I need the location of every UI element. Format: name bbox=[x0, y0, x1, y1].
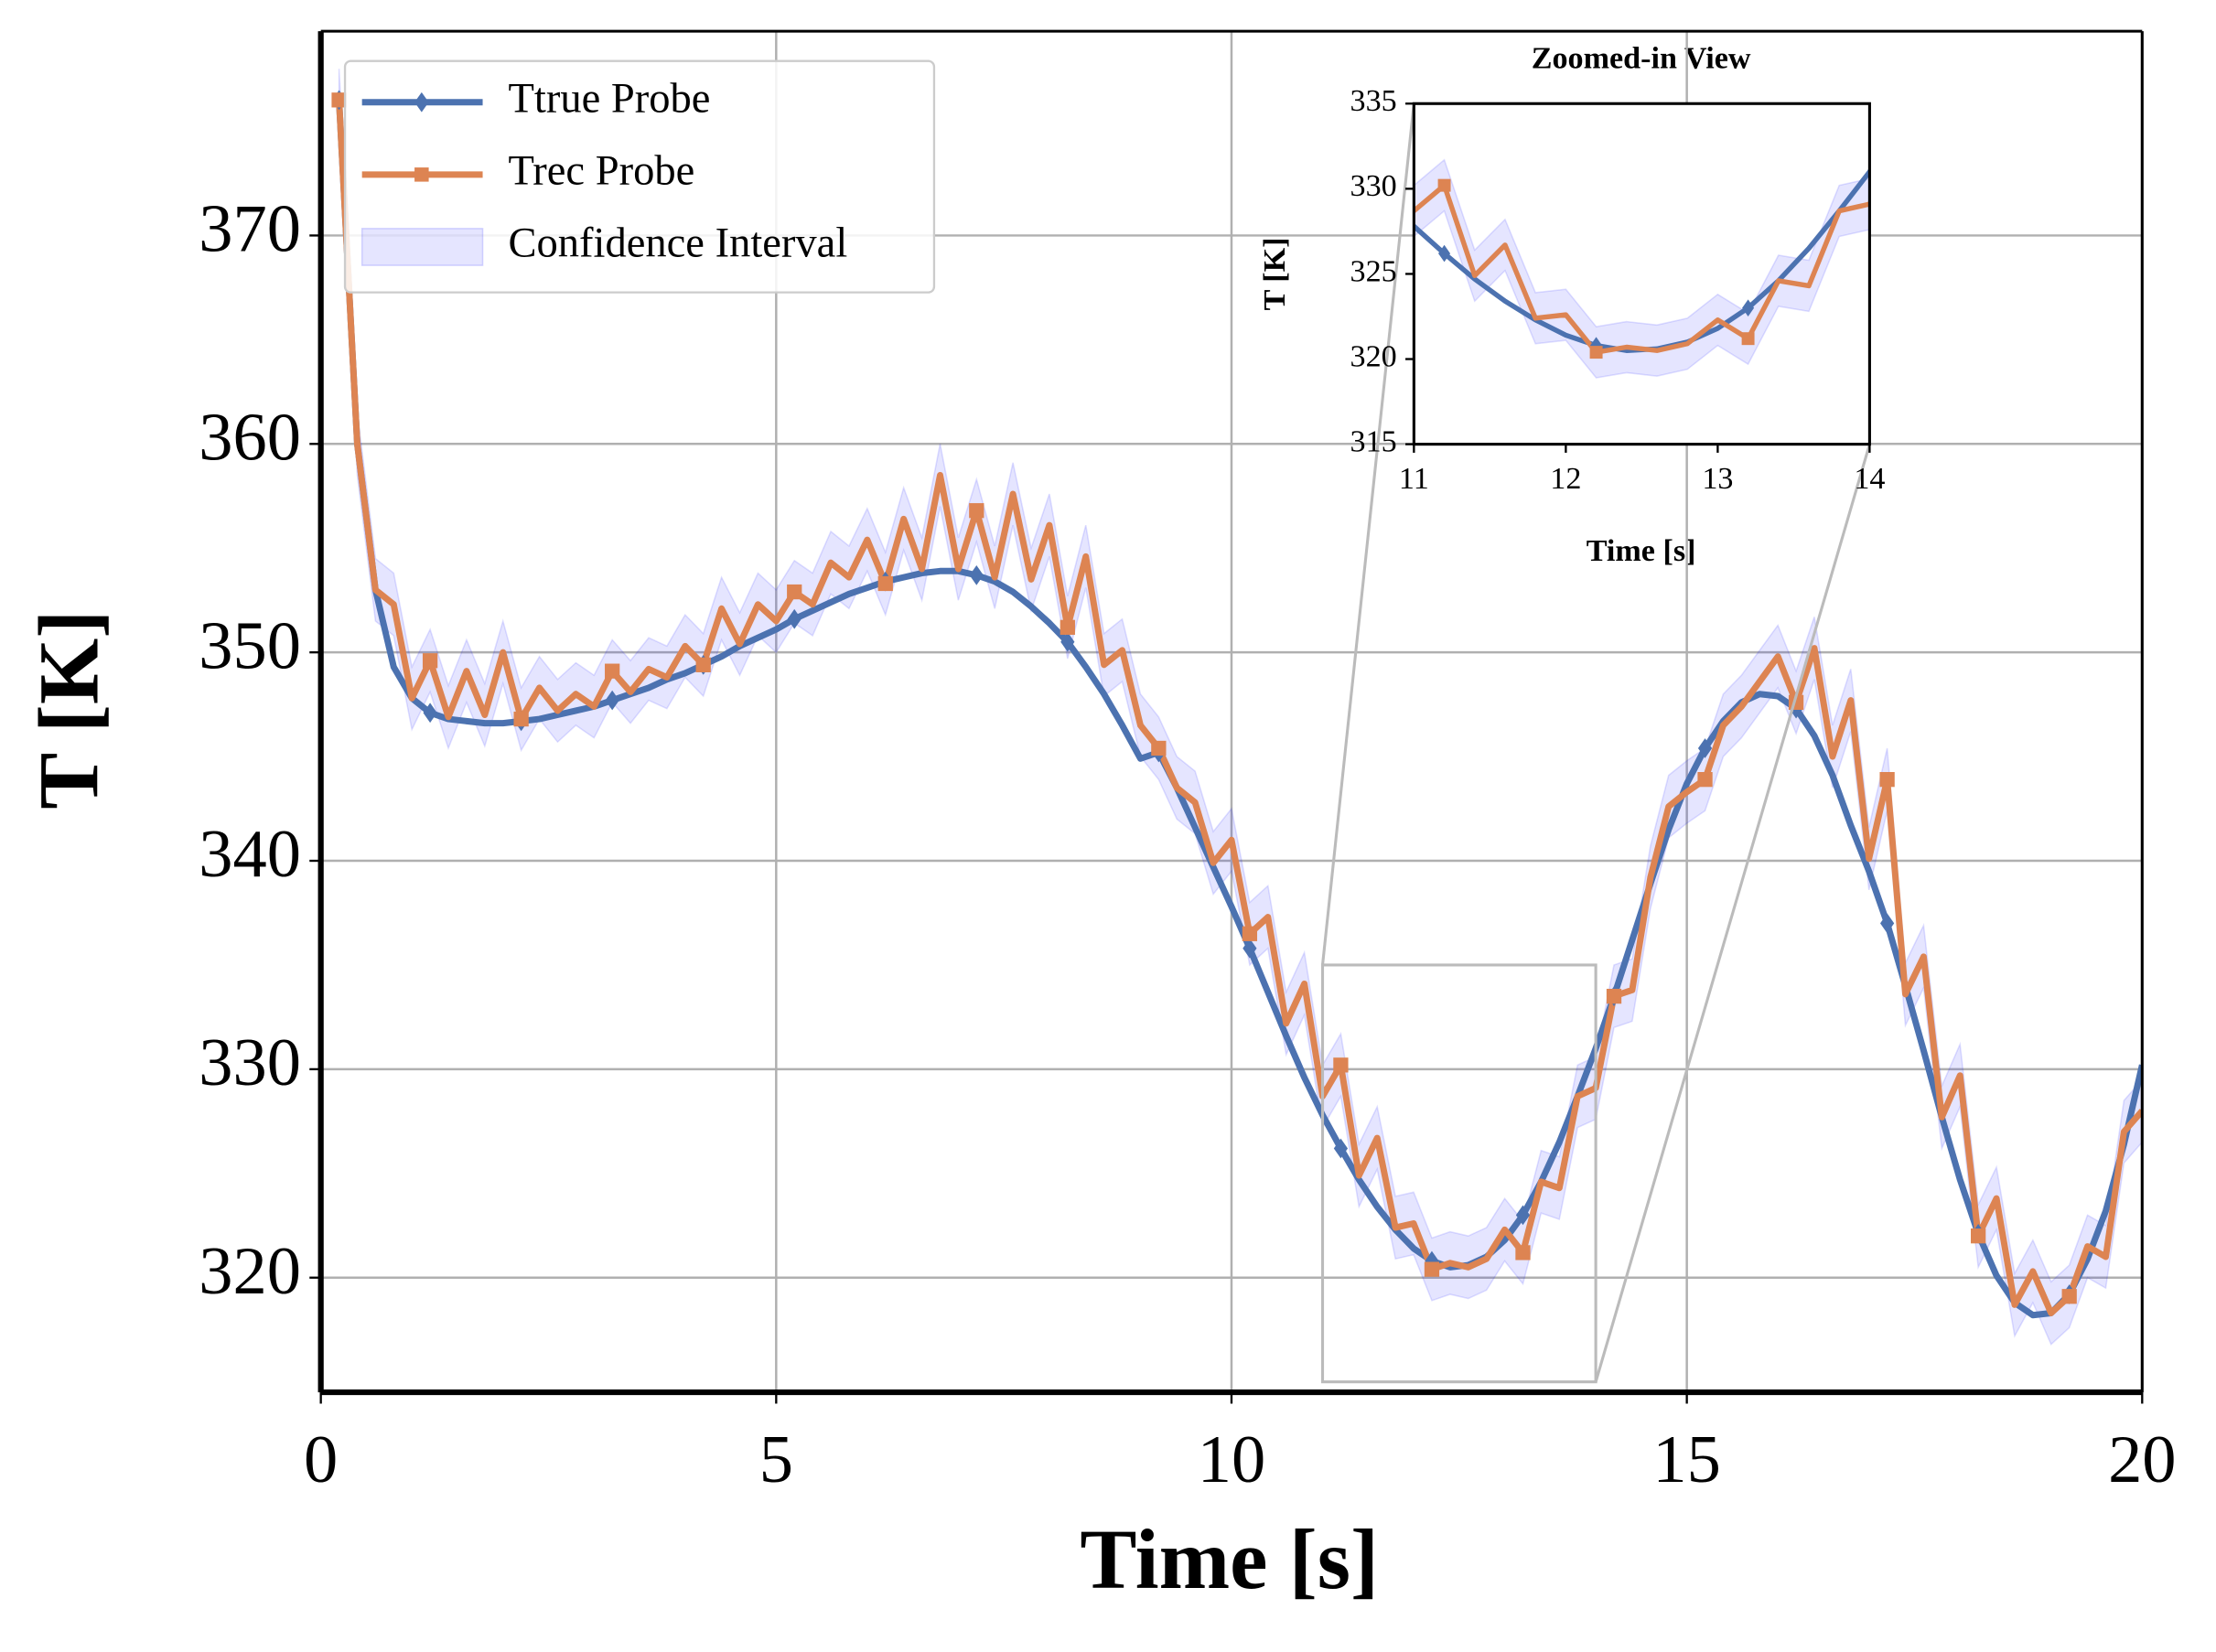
legend-label: Ttrue Probe bbox=[508, 75, 710, 122]
marker bbox=[513, 711, 529, 727]
marker bbox=[1741, 332, 1755, 346]
inset-y-label: T [K] bbox=[1258, 237, 1292, 310]
confidence-band bbox=[338, 69, 2143, 1346]
marker bbox=[423, 703, 437, 724]
marker bbox=[969, 503, 984, 519]
legend-marker bbox=[414, 167, 429, 182]
zoom-connector bbox=[1594, 444, 1871, 1383]
y-tick-label: 320 bbox=[1350, 339, 1397, 373]
legend-label: Confidence Interval bbox=[508, 220, 847, 267]
marker bbox=[605, 663, 620, 679]
legend-patch bbox=[360, 228, 484, 266]
marker bbox=[1606, 988, 1622, 1004]
y-tick-label: 340 bbox=[199, 817, 301, 892]
y-tick-label: 315 bbox=[1350, 424, 1397, 458]
marker bbox=[1970, 1228, 1986, 1244]
y-tick-label: 330 bbox=[1350, 169, 1397, 203]
x-tick-label: 13 bbox=[1702, 462, 1733, 496]
y-tick-label: 335 bbox=[1350, 84, 1397, 118]
marker bbox=[1697, 738, 1713, 758]
marker bbox=[1589, 346, 1603, 359]
marker bbox=[1437, 178, 1451, 192]
y-tick-label: 330 bbox=[199, 1025, 301, 1100]
marker bbox=[331, 92, 347, 108]
marker bbox=[877, 575, 893, 592]
y-tick-label: 350 bbox=[199, 608, 301, 683]
zoom-connector bbox=[1320, 103, 1415, 966]
marker bbox=[1333, 1138, 1349, 1159]
marker bbox=[1880, 913, 1895, 934]
marker bbox=[787, 584, 802, 600]
inset-title: Zoomed-in View bbox=[1532, 42, 1751, 76]
x-tick-label: 15 bbox=[1652, 1422, 1720, 1497]
y-tick-label: 370 bbox=[199, 192, 301, 267]
series-line bbox=[336, 100, 2143, 1319]
series-line bbox=[336, 100, 2143, 1316]
legend-label: Trec Probe bbox=[508, 148, 694, 195]
marker bbox=[1242, 938, 1257, 959]
marker bbox=[1879, 772, 1895, 788]
marker bbox=[1151, 740, 1167, 756]
y-tick-label: 325 bbox=[1350, 254, 1397, 288]
x-axis-label: Time [s] bbox=[1080, 1513, 1379, 1607]
x-tick-label: 5 bbox=[759, 1422, 793, 1497]
y-tick-label: 320 bbox=[199, 1234, 301, 1309]
legend-box bbox=[343, 59, 936, 294]
x-tick-label: 10 bbox=[1198, 1422, 1265, 1497]
marker bbox=[422, 653, 438, 669]
marker bbox=[695, 657, 711, 672]
x-tick-label: 20 bbox=[2108, 1422, 2176, 1497]
zoom-box bbox=[1320, 963, 1597, 1384]
inset-frame bbox=[1412, 102, 1871, 446]
y-axis-label: T [K] bbox=[23, 610, 117, 810]
marker bbox=[1515, 1245, 1531, 1260]
marker bbox=[1060, 619, 1075, 635]
marker bbox=[1242, 926, 1258, 941]
inset-x-label: Time [s] bbox=[1587, 534, 1696, 568]
x-tick-label: 14 bbox=[1854, 462, 1885, 496]
marker bbox=[2061, 1289, 2077, 1304]
marker bbox=[1424, 1261, 1440, 1277]
legend-marker bbox=[414, 91, 429, 113]
x-tick-label: 0 bbox=[304, 1422, 338, 1497]
x-tick-label: 12 bbox=[1550, 462, 1581, 496]
y-tick-label: 360 bbox=[199, 400, 301, 475]
x-tick-label: 11 bbox=[1399, 462, 1429, 496]
marker bbox=[1333, 1057, 1349, 1073]
marker bbox=[1697, 772, 1713, 788]
inset-background bbox=[1414, 103, 1870, 445]
